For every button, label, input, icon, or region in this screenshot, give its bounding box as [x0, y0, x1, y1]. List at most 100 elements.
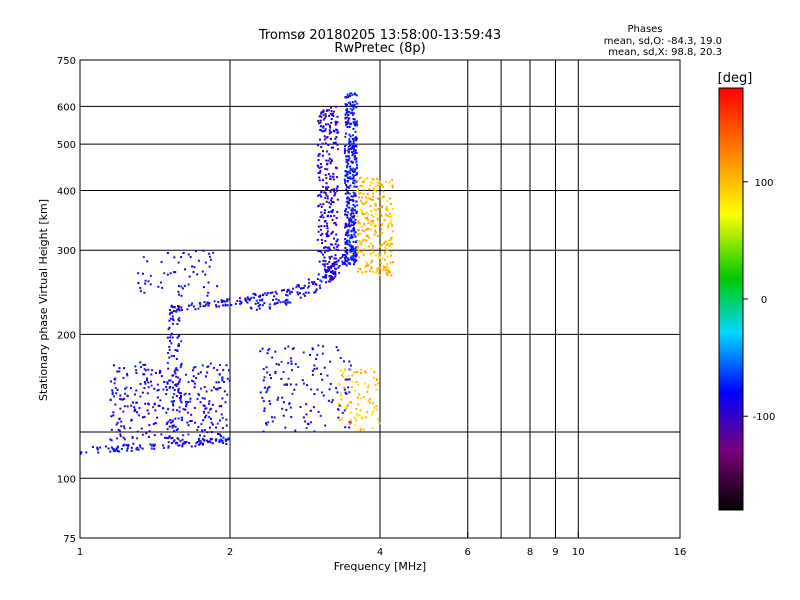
scatter-point: [312, 406, 315, 409]
scatter-point: [329, 276, 332, 279]
scatter-point: [378, 255, 381, 258]
scatter-point: [323, 138, 326, 141]
scatter-point: [275, 363, 278, 366]
scatter-point: [374, 271, 377, 274]
scatter-point: [356, 172, 359, 175]
scatter-point: [126, 405, 129, 408]
scatter-point: [177, 387, 180, 390]
scatter-point: [185, 373, 188, 376]
scatter-point: [360, 427, 363, 430]
scatter-point: [226, 438, 229, 441]
scatter-point: [353, 222, 356, 225]
scatter-point: [259, 295, 262, 298]
scatter-point: [130, 449, 133, 452]
scatter-point: [248, 299, 251, 302]
scatter-point: [296, 291, 299, 294]
scatter-point: [319, 169, 322, 172]
scatter-point: [379, 266, 382, 269]
scatter-point: [320, 391, 323, 394]
scatter-point: [388, 215, 391, 218]
scatter-point: [147, 386, 150, 389]
scatter-point: [347, 243, 350, 246]
scatter-point: [167, 420, 170, 423]
scatter-point: [169, 272, 172, 275]
scatter-point: [353, 185, 356, 188]
scatter-point: [198, 434, 201, 437]
scatter-point: [139, 361, 142, 364]
scatter-point: [253, 296, 256, 299]
scatter-point: [345, 197, 348, 200]
scatter-point: [390, 237, 393, 240]
scatter-point: [208, 440, 211, 443]
scatter-point: [360, 240, 363, 243]
scatter-point: [320, 165, 323, 168]
scatter-point: [382, 195, 385, 198]
scatter-point: [226, 304, 229, 307]
scatter-point: [295, 286, 298, 289]
scatter-point: [214, 438, 217, 441]
scatter-point: [272, 298, 275, 301]
scatter-point: [355, 200, 358, 203]
scatter-point: [192, 270, 195, 273]
scatter-point: [359, 184, 362, 187]
scatter-point: [221, 377, 224, 380]
scatter-point: [332, 265, 335, 268]
scatter-point: [369, 184, 372, 187]
scatter-point: [175, 394, 178, 397]
scatter-point: [356, 234, 359, 237]
scatter-point: [178, 317, 181, 320]
scatter-point: [189, 400, 192, 403]
scatter-point: [304, 291, 307, 294]
scatter-point: [317, 120, 320, 123]
scatter-point: [325, 269, 328, 272]
scatter-point: [274, 350, 277, 353]
scatter-point: [282, 401, 285, 404]
scatter-point: [168, 309, 171, 312]
scatter-point: [221, 416, 224, 419]
scatter-point: [348, 126, 351, 129]
scatter-point: [367, 197, 370, 200]
scatter-point: [291, 347, 294, 350]
scatter-point: [321, 275, 324, 278]
scatter-point: [360, 201, 363, 204]
scatter-point: [324, 260, 327, 263]
scatter-point: [365, 217, 368, 220]
scatter-point: [284, 426, 287, 429]
scatter-point: [149, 443, 152, 446]
scatter-point: [278, 363, 281, 366]
scatter-point: [221, 427, 224, 430]
scatter-point: [361, 196, 364, 199]
scatter-point: [336, 198, 339, 201]
scatter-point: [208, 265, 211, 268]
scatter-point: [268, 348, 271, 351]
scatter-point: [171, 396, 174, 399]
scatter-point: [351, 380, 354, 383]
scatter-point: [130, 446, 133, 449]
scatter-point: [324, 128, 327, 131]
scatter-point: [338, 271, 341, 274]
scatter-point: [109, 399, 112, 402]
scatter-point: [136, 401, 139, 404]
scatter-point: [336, 121, 339, 124]
scatter-point: [390, 250, 393, 253]
scatter-point: [311, 369, 314, 372]
scatter-point: [356, 429, 359, 432]
scatter-point: [350, 234, 353, 237]
scatter-point: [327, 211, 330, 214]
scatter-point: [147, 435, 150, 438]
scatter-point: [351, 104, 354, 107]
scatter-point: [366, 262, 369, 265]
scatter-point: [330, 121, 333, 124]
scatter-point: [176, 427, 179, 430]
scatter-point: [174, 442, 177, 445]
scatter-point: [202, 286, 205, 289]
scatter-point: [178, 334, 181, 337]
scatter-point: [344, 260, 347, 263]
scatter-point: [382, 265, 385, 268]
scatter-point: [205, 407, 208, 410]
scatter-point: [192, 305, 195, 308]
scatter-point: [323, 265, 326, 268]
scatter-point: [344, 378, 347, 381]
scatter-point: [143, 291, 146, 294]
phase-stats-x: mean, sd,X: 98.8, 20.3: [608, 47, 722, 58]
